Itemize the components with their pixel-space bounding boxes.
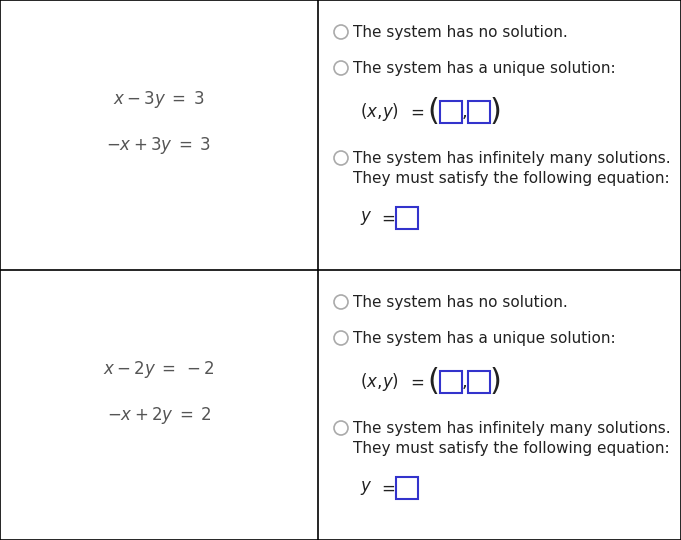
- Text: The system has no solution.: The system has no solution.: [353, 294, 568, 309]
- Text: ,: ,: [462, 373, 468, 391]
- Text: $-x + 2y \;=\; 2$: $-x + 2y \;=\; 2$: [106, 404, 212, 426]
- Bar: [440, 371, 462, 393]
- Text: They must satisfy the following equation:: They must satisfy the following equation…: [353, 171, 669, 186]
- Text: $=$: $=$: [378, 209, 396, 227]
- Text: $y$: $y$: [360, 479, 373, 497]
- Text: $(x,\! y)$: $(x,\! y)$: [360, 371, 399, 393]
- Text: ,: ,: [462, 103, 468, 121]
- Text: ): ): [490, 368, 502, 396]
- Circle shape: [334, 61, 348, 75]
- Circle shape: [334, 331, 348, 345]
- Text: $x - 2y \;=\; -2$: $x - 2y \;=\; -2$: [103, 360, 215, 381]
- Bar: [440, 101, 462, 123]
- Circle shape: [334, 421, 348, 435]
- Text: The system has a unique solution:: The system has a unique solution:: [353, 330, 616, 346]
- Circle shape: [334, 295, 348, 309]
- Bar: [468, 101, 490, 123]
- Bar: [396, 477, 418, 499]
- Text: $y$: $y$: [360, 209, 373, 227]
- Text: (: (: [427, 98, 439, 126]
- Text: The system has no solution.: The system has no solution.: [353, 24, 568, 39]
- Text: ): ): [490, 98, 502, 126]
- Circle shape: [334, 25, 348, 39]
- Text: $(x,\! y)$: $(x,\! y)$: [360, 101, 399, 123]
- Text: (: (: [427, 368, 439, 396]
- Bar: [468, 371, 490, 393]
- Text: The system has infinitely many solutions.: The system has infinitely many solutions…: [353, 151, 671, 165]
- Bar: [396, 207, 418, 229]
- Text: The system has infinitely many solutions.: The system has infinitely many solutions…: [353, 421, 671, 435]
- Text: $=$: $=$: [407, 373, 424, 391]
- Text: $=$: $=$: [378, 479, 396, 497]
- Text: They must satisfy the following equation:: They must satisfy the following equation…: [353, 441, 669, 456]
- Text: $-x + 3y \;=\; 3$: $-x + 3y \;=\; 3$: [106, 134, 212, 156]
- Text: $=$: $=$: [407, 103, 424, 121]
- Text: $x - 3y \;=\; 3$: $x - 3y \;=\; 3$: [113, 90, 205, 111]
- Text: The system has a unique solution:: The system has a unique solution:: [353, 60, 616, 76]
- Circle shape: [334, 151, 348, 165]
